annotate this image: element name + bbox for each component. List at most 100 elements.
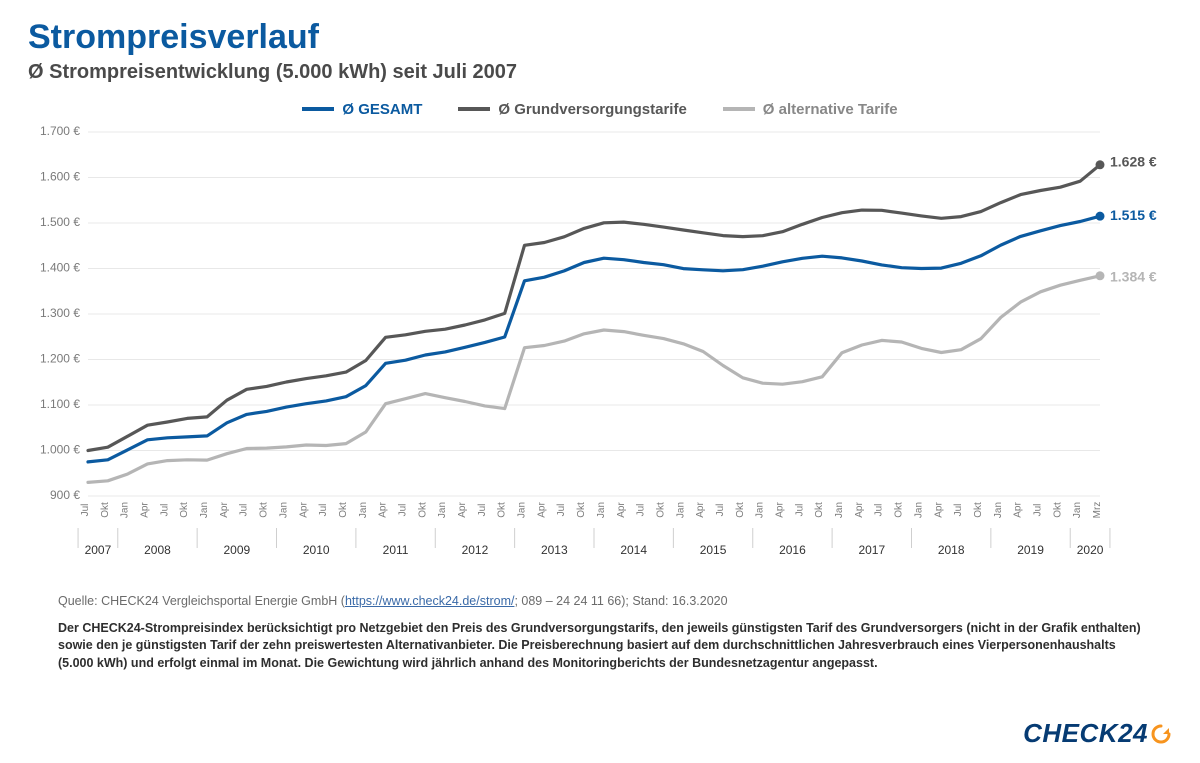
- x-year-label: 2020: [1077, 543, 1104, 557]
- x-month-label: Jan: [358, 501, 369, 517]
- x-year-label: 2011: [383, 543, 409, 557]
- source-link[interactable]: https://www.check24.de/strom/: [345, 594, 515, 608]
- x-month-label: Jan: [834, 501, 845, 517]
- x-month-label: Jan: [278, 501, 289, 517]
- x-month-label: Okt: [179, 502, 190, 518]
- x-month-label: Jan: [993, 501, 1004, 517]
- page-subtitle: Ø Strompreisentwicklung (5.000 kWh) seit…: [28, 61, 1172, 84]
- x-month-label: Jul: [1032, 503, 1043, 516]
- end-label-grundversorgung: 1.628 €: [1110, 153, 1157, 169]
- x-year-label: 2016: [779, 543, 806, 557]
- x-month-label: Jul: [318, 503, 329, 516]
- legend-item-gesamt: Ø GESAMT: [302, 101, 422, 118]
- series-alternative: [88, 275, 1100, 482]
- x-year-label: 2009: [223, 543, 250, 557]
- x-month-label: Apr: [457, 501, 468, 517]
- footnote: Der CHECK24-Strompreisindex berücksichti…: [58, 620, 1152, 673]
- x-month-label: Apr: [140, 501, 151, 517]
- x-month-label: Jan: [120, 501, 131, 517]
- x-year-label: 2014: [620, 543, 647, 557]
- x-month-label: Jul: [239, 503, 250, 516]
- source-line: Quelle: CHECK24 Vergleichsportal Energie…: [58, 594, 1172, 608]
- logo-text-check: CHECK: [1023, 718, 1118, 749]
- x-month-label: Jan: [913, 501, 924, 517]
- x-month-label: Okt: [814, 502, 825, 518]
- x-year-label: 2008: [144, 543, 171, 557]
- x-month-label: Jan: [437, 501, 448, 517]
- source-prefix: Quelle: CHECK24 Vergleichsportal Energie…: [58, 594, 345, 608]
- x-month-label: Apr: [616, 501, 627, 517]
- x-month-label: Apr: [536, 501, 547, 517]
- legend-swatch: [302, 107, 334, 111]
- source-suffix: ; 089 – 24 24 11 66); Stand: 16.3.2020: [514, 594, 727, 608]
- legend-item-alternative: Ø alternative Tarife: [723, 101, 898, 118]
- x-month-label: Jul: [953, 503, 964, 516]
- x-month-label: Apr: [933, 501, 944, 517]
- series-grundversorgung: [88, 164, 1100, 450]
- y-tick-label: 1.400 €: [40, 260, 80, 274]
- x-month-label: Apr: [695, 501, 706, 517]
- y-tick-label: 1.100 €: [40, 397, 80, 411]
- x-month-label: Jan: [675, 501, 686, 517]
- x-month-label: Jul: [477, 503, 488, 516]
- end-marker-gesamt: [1096, 211, 1105, 220]
- x-year-label: 2007: [85, 543, 112, 557]
- x-month-label: Jan: [596, 501, 607, 517]
- x-month-label: Jul: [636, 503, 647, 516]
- refresh-icon: [1150, 723, 1172, 745]
- legend: Ø GESAMT Ø Grundversorgungstarife Ø altern…: [28, 98, 1172, 118]
- y-tick-label: 1.000 €: [40, 442, 80, 456]
- x-year-label: 2019: [1017, 543, 1044, 557]
- logo: CHECK24: [1023, 718, 1172, 749]
- chart-container: Strompreisverlauf Ø Strompreisentwicklun…: [0, 0, 1200, 763]
- x-month-label: Mrz: [1092, 501, 1103, 518]
- x-month-label: Jul: [159, 503, 170, 516]
- legend-swatch: [723, 107, 755, 111]
- x-month-label: Okt: [576, 502, 587, 518]
- x-month-label: Jan: [517, 501, 528, 517]
- series-gesamt: [88, 216, 1100, 462]
- x-month-label: Apr: [378, 501, 389, 517]
- end-label-gesamt: 1.515 €: [1110, 206, 1157, 222]
- x-year-label: 2018: [938, 543, 965, 557]
- x-month-label: Okt: [259, 502, 270, 518]
- x-month-label: Okt: [894, 502, 905, 518]
- x-month-label: Jul: [556, 503, 567, 516]
- end-label-alternative: 1.384 €: [1110, 268, 1157, 284]
- x-month-label: Jul: [794, 503, 805, 516]
- line-chart: 900 €1.000 €1.100 €1.200 €1.300 €1.400 €…: [28, 124, 1172, 574]
- x-month-label: Okt: [417, 502, 428, 518]
- legend-label: Ø Grundversorgungstarife: [498, 101, 686, 118]
- x-month-label: Okt: [655, 502, 666, 518]
- x-month-label: Okt: [973, 502, 984, 518]
- x-month-label: Okt: [735, 502, 746, 518]
- x-month-label: Okt: [1052, 502, 1063, 518]
- x-month-label: Apr: [219, 501, 230, 517]
- x-year-label: 2013: [541, 543, 568, 557]
- y-tick-label: 900 €: [50, 488, 80, 502]
- x-year-label: 2017: [858, 543, 885, 557]
- logo-text-24: 24: [1118, 718, 1148, 749]
- chart-area: 900 €1.000 €1.100 €1.200 €1.300 €1.400 €…: [28, 124, 1172, 574]
- legend-item-grundversorgung: Ø Grundversorgungstarife: [458, 101, 686, 118]
- y-tick-label: 1.300 €: [40, 306, 80, 320]
- x-month-label: Okt: [100, 502, 111, 518]
- end-marker-grundversorgung: [1096, 160, 1105, 169]
- x-month-label: Jul: [715, 503, 726, 516]
- x-month-label: Okt: [497, 502, 508, 518]
- x-month-label: Jan: [755, 501, 766, 517]
- x-year-label: 2012: [462, 543, 489, 557]
- x-month-label: Jan: [199, 501, 210, 517]
- x-month-label: Jul: [80, 503, 91, 516]
- x-month-label: Apr: [854, 501, 865, 517]
- x-month-label: Okt: [338, 502, 349, 518]
- y-tick-label: 1.600 €: [40, 169, 80, 183]
- x-year-label: 2010: [303, 543, 330, 557]
- x-month-label: Jul: [874, 503, 885, 516]
- legend-label: Ø GESAMT: [342, 101, 422, 118]
- x-month-label: Apr: [1013, 501, 1024, 517]
- x-month-label: Apr: [775, 501, 786, 517]
- x-month-label: Apr: [298, 501, 309, 517]
- legend-label: Ø alternative Tarife: [763, 101, 898, 118]
- x-year-label: 2015: [700, 543, 727, 557]
